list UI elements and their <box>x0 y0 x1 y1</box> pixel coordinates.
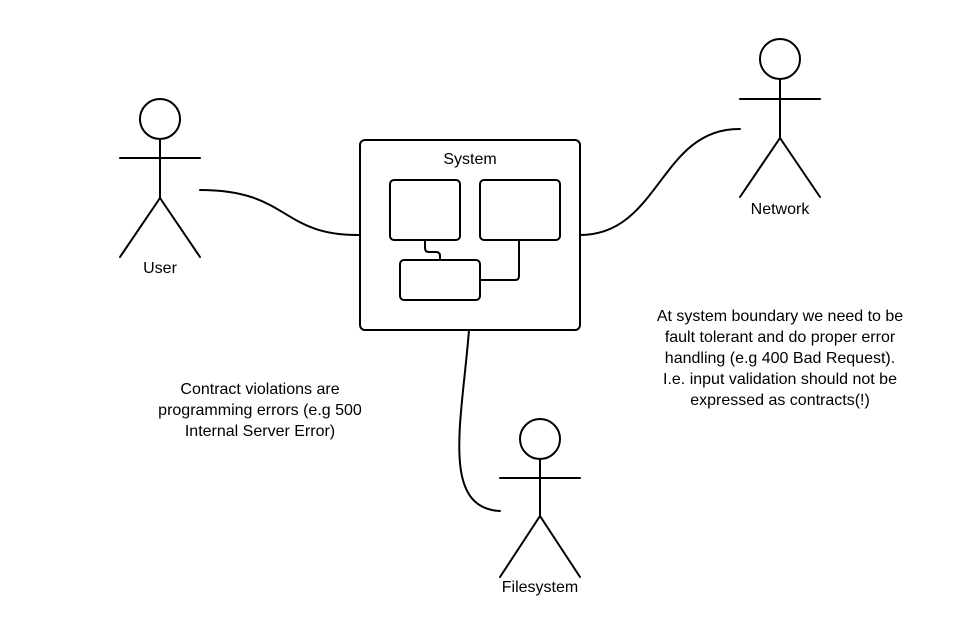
network-actor-icon <box>739 38 821 198</box>
contract-violation-note: Contract violations are programming erro… <box>130 379 390 442</box>
note-line: expressed as contracts(!) <box>690 392 870 409</box>
connector-filesystem-system <box>458 329 501 512</box>
filesystem-actor-label: Filesystem <box>502 579 578 596</box>
connector-user-system <box>199 189 361 237</box>
note-line: handling (e.g 400 Bad Request). <box>664 350 896 367</box>
system-boundary-note: At system boundary we need to be fault t… <box>620 306 940 411</box>
note-line: Internal Server Error) <box>184 423 336 440</box>
note-line: fault tolerant and do proper error <box>664 329 896 346</box>
user-actor-label: User <box>143 260 177 277</box>
network-actor-label: Network <box>751 201 811 218</box>
system-box: System <box>359 139 581 331</box>
filesystem-actor-icon <box>499 418 581 578</box>
note-line: Contract violations are <box>180 381 340 398</box>
connector-network-system <box>579 127 741 236</box>
component-link-right <box>479 239 520 281</box>
user-actor-icon <box>119 98 201 258</box>
component-link-left <box>424 239 441 261</box>
note-line: I.e. input validation should not be <box>663 371 897 388</box>
note-line: At system boundary we need to be <box>656 308 904 325</box>
note-line: programming errors (e.g 500 <box>158 402 362 419</box>
system-label: System <box>443 151 496 168</box>
